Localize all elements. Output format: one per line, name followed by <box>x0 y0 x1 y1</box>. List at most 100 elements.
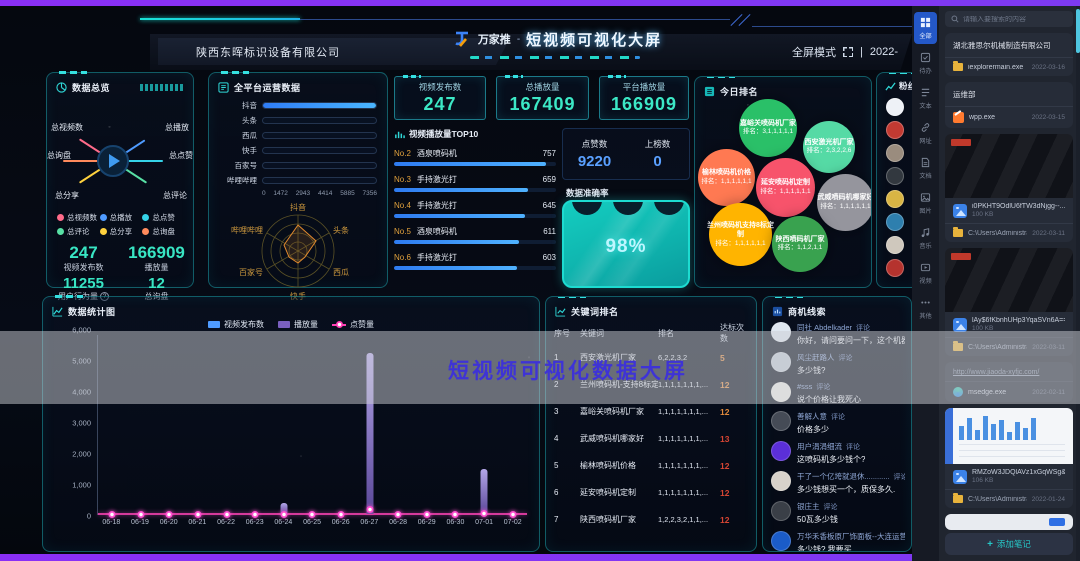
likes-value: 9220 <box>577 153 612 170</box>
svg-text:百家号: 百家号 <box>239 267 263 277</box>
top10-item: No.5 酒泉喷码机 611 <box>394 226 556 244</box>
panel-title: 今日排名 <box>720 87 759 97</box>
link-url[interactable]: http://www.jiaoda-xyfjc.com/ <box>945 362 1073 382</box>
clip-card-link[interactable]: http://www.jiaoda-xyfjc.com/ msedge.exe 2… <box>945 362 1073 402</box>
rank-bubble: 武威喷码机哪家好 排名：1,1,1,1,1,1 <box>817 174 871 231</box>
radar-chart: 抖音 头条 西瓜 快手 百家号 哔哩哔哩 <box>231 202 349 301</box>
add-note-button[interactable]: + 添加笔记 <box>945 533 1073 555</box>
todo-icon <box>920 52 931 62</box>
list-icon <box>218 82 229 93</box>
clip-card-screenshot[interactable]: RMZoW3JDQlAVz1xGqWSg&A...106 KB C:\Users… <box>945 408 1073 508</box>
clip-card-partial[interactable] <box>945 514 1073 530</box>
likes-stats-box: 点赞数 9220 上榜数 0 <box>562 128 690 180</box>
panel-today-ranking: 今日排名 嘉峪关喷码机厂家 排名：3,1,1,1,1,1 西安激光机厂家 排名：2,… <box>694 76 872 288</box>
legend-item: 总播放 <box>99 212 143 223</box>
image-file-icon <box>953 203 967 218</box>
scrollbar-track[interactable] <box>1076 6 1080 561</box>
rank-bubble: 延安喷码机定制 排名：1,1,1,1,1,1 <box>756 158 815 217</box>
likes-dot <box>223 511 231 518</box>
top10-bar <box>394 214 526 218</box>
panel-title: 粉丝 <box>899 81 917 91</box>
table-row: 7 陕西喷码机厂家 1,2,2,3,2,1,1,... 12 <box>554 514 730 525</box>
avatar <box>771 322 791 342</box>
search-bar[interactable] <box>945 11 1073 27</box>
node-total-videos: 总视频数 <box>51 123 83 132</box>
nav-item-image[interactable]: 图片 <box>914 187 937 219</box>
header-controls: 全屏模式 | 2022- <box>792 44 898 60</box>
header-divider: | <box>860 46 863 58</box>
node-total-plays: 总播放 <box>165 123 189 132</box>
clip-card-dept[interactable]: 运维部 wpp.exe 2022-03-15 <box>945 82 1073 128</box>
top10-bar <box>394 162 547 166</box>
panel-header: 商机线索 <box>763 297 911 318</box>
top10-title: 视频播放量TOP10 <box>409 129 479 139</box>
nav-item-todo[interactable]: 待办 <box>914 47 937 79</box>
play-bar <box>480 469 488 514</box>
likes-dot <box>451 511 459 518</box>
table-row: 5 榆林喷码机价格 1,1,1,1,1,1,1,... 12 <box>554 460 730 471</box>
nav-item-url[interactable]: 网址 <box>914 117 937 149</box>
legend-item: 总视频数 <box>57 212 100 223</box>
likes-dot <box>308 511 316 518</box>
dashboard: 陕西东晖标识设备有限公司 万家推 - 短视频可视化大屏 全屏模式 | 2022-… <box>0 6 922 555</box>
play-bar <box>280 503 288 514</box>
fullscreen-icon[interactable] <box>843 47 853 57</box>
panel-title: 数据总览 <box>72 83 111 93</box>
search-icon <box>951 15 959 23</box>
image-thumbnail <box>945 248 1073 312</box>
likes-dot <box>480 510 488 517</box>
file-size: 100 KB <box>972 325 994 332</box>
nav-item-video[interactable]: 视频 <box>914 257 937 289</box>
legend-dot <box>142 228 150 235</box>
video-icon <box>920 263 931 271</box>
legend-item: 总分享 <box>99 226 143 237</box>
nav-item-other[interactable]: 其他 <box>914 292 937 324</box>
stat-value: 11255 <box>63 275 104 292</box>
nav-item-doc[interactable]: 文档 <box>914 152 937 184</box>
text-icon <box>921 88 930 96</box>
fullscreen-label[interactable]: 全屏模式 <box>792 47 836 59</box>
bar-row: 头条 <box>215 115 377 126</box>
folder-icon <box>953 227 963 237</box>
table-row: 1 西安激光机厂家 6,2,2,3,2 5 <box>554 352 725 363</box>
file-date: 2022-03-16 <box>1031 63 1065 71</box>
stat-value: 247 <box>69 243 98 262</box>
file-name: lAy$6fKbnhUHp3YqaSVn6A==... <box>972 317 1065 324</box>
search-input[interactable] <box>963 15 1067 23</box>
file-name: iexplorermain.exe <box>968 63 1024 71</box>
avatar <box>886 98 904 116</box>
nav-item-text[interactable]: 文本 <box>914 82 937 114</box>
accuracy-value: 98% <box>605 236 647 257</box>
avatar <box>886 144 904 162</box>
brand-name: 万家推 <box>477 34 511 46</box>
thumbnail-badge <box>951 139 971 146</box>
nav-item-all[interactable]: 全部 <box>914 12 937 44</box>
bar-chart-icon <box>395 131 405 138</box>
legend-item: 总评论 <box>57 226 100 237</box>
accuracy-gauge: 98% <box>562 200 690 288</box>
clip-card-image-1[interactable]: i0PKHT9OdlU6fTW3dNjgg--... 100 KB C:\User… <box>945 134 1073 242</box>
nav-item-music[interactable]: 音乐 <box>914 222 937 254</box>
header-deco-line <box>140 18 300 20</box>
rank-bubble: 嘉峪关喷码机厂家 排名：3,1,1,1,1,1 <box>739 99 797 157</box>
leads-icon <box>772 306 783 317</box>
clip-card-company[interactable]: 湖北雅思尔机械制造有限公司 iexplorermain.exe 2022-03-1… <box>945 33 1073 76</box>
clip-card-image-2[interactable]: lAy$6fKbnhUHp3YqaSVn6A==... 100 KB C:\Use… <box>945 248 1073 356</box>
stat-label: 视频发布数 <box>63 263 104 272</box>
app-name: msedge.exe <box>968 388 1007 396</box>
likes-dot <box>366 506 374 513</box>
thumbnail-badge <box>951 253 971 260</box>
legend-dot <box>57 228 64 235</box>
likes-dot <box>337 511 345 518</box>
scrollbar-thumb[interactable] <box>1076 9 1080 53</box>
panel-header: 全平台运营数据 <box>209 73 387 94</box>
top10-list: 视频播放量TOP10 No.2 酒泉喷码机 757 No.3 手持激光打 659 No.… <box>394 128 556 294</box>
file-date: 2022-02-11 <box>1032 388 1065 396</box>
top10-bar <box>394 188 529 192</box>
file-name: RMZoW3JDQlAVz1xGqWSg&A... <box>972 469 1065 476</box>
svg-text:头条: 头条 <box>333 225 349 235</box>
avatar <box>886 236 904 254</box>
play-bar <box>366 352 374 514</box>
likes-dot <box>423 511 431 518</box>
